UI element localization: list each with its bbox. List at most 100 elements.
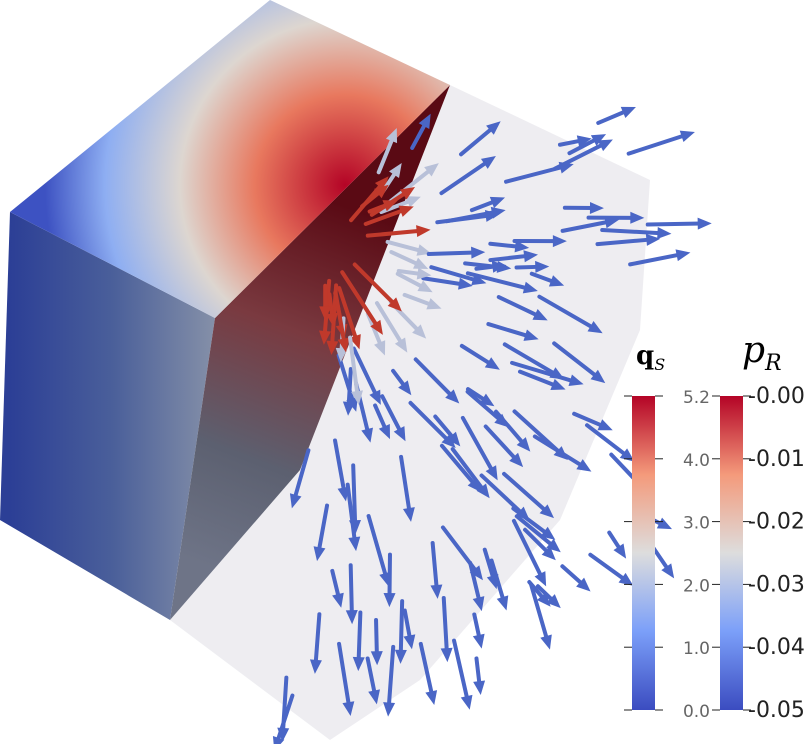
arrow-head [374, 340, 386, 356]
arrow-head [516, 437, 531, 452]
arrow-shaft [316, 503, 330, 554]
arrow-head [522, 281, 538, 294]
arrow-shaft [351, 346, 379, 398]
arrow-shaft [337, 286, 359, 342]
arrow-head [394, 649, 407, 664]
colorbar-tick-label: -0.05 [748, 698, 805, 723]
arrow-head [445, 389, 460, 404]
arrow-head [490, 206, 506, 219]
arrow-shaft [421, 276, 465, 287]
arrow-shaft [365, 656, 377, 697]
arrow-head [486, 121, 501, 135]
arrow-head [393, 426, 406, 442]
arrow-head [394, 337, 408, 353]
arrow-shaft [352, 262, 397, 307]
arrow-head [485, 465, 498, 481]
arrow-head [679, 130, 695, 143]
arrow-shaft [510, 360, 577, 384]
arrow-shaft [529, 271, 557, 285]
arrow-head [446, 431, 461, 447]
arrow-head [590, 369, 606, 384]
colorbar-tick-label: 0.0 [683, 702, 710, 722]
arrow-head [335, 347, 348, 363]
arrow-shaft [385, 239, 424, 254]
arrow-head [319, 330, 331, 345]
arrow-shaft [552, 341, 600, 379]
arrow-head [352, 656, 365, 672]
arrow-shaft [488, 253, 531, 263]
arrow-head [379, 571, 391, 587]
arrow-shaft [360, 189, 383, 209]
arrow-head [351, 390, 363, 406]
arrow-shaft [645, 221, 704, 227]
arrow-head [597, 419, 613, 431]
arrow-head [618, 572, 634, 586]
arrow-shaft [356, 610, 363, 664]
colorbar-tick-label: 3.0 [683, 514, 710, 534]
arrow-head [387, 297, 402, 312]
arrow-head [576, 459, 592, 472]
arrow-head [413, 257, 429, 269]
arrow-head [472, 596, 485, 612]
colorbar-title: pR [742, 330, 782, 376]
arrow-shaft [517, 369, 559, 388]
arrow-head [509, 452, 524, 468]
arrow-head [534, 571, 547, 587]
arrow-shaft [345, 482, 357, 544]
arrow-head [370, 319, 383, 335]
arrow-shaft [402, 292, 435, 308]
arrow-head [430, 584, 443, 599]
arrow-head [398, 205, 414, 217]
arrow-head [471, 246, 486, 259]
arrow-head [657, 226, 672, 239]
arrow-head [289, 493, 302, 509]
arrow-head [548, 275, 565, 287]
arrow-head [417, 280, 433, 293]
arrow-head [383, 702, 396, 717]
arrow-shaft [474, 656, 482, 688]
arrow-shaft [330, 568, 341, 601]
arrow-head [661, 563, 675, 579]
arrow-head [426, 298, 442, 310]
arrow-shaft [433, 414, 456, 441]
arrow-shaft [363, 207, 407, 226]
arrow-shaft [537, 294, 596, 331]
arrow-head [332, 592, 344, 608]
arrow-shaft [459, 125, 495, 157]
arrow-shaft [374, 618, 379, 658]
arrow-shaft [465, 389, 504, 423]
arrow-shaft [440, 525, 479, 575]
arrow-head [416, 225, 431, 238]
colorbar [632, 396, 655, 710]
arrow-head [272, 735, 285, 744]
arrow-head [398, 380, 412, 396]
arrow-shaft [402, 608, 413, 642]
arrow-shaft [395, 271, 426, 290]
arrow-head [418, 113, 431, 129]
arrow-shaft [489, 558, 506, 603]
arrow-shaft [567, 136, 600, 156]
arrow-head [546, 594, 561, 609]
arrow-head [479, 393, 495, 407]
arrow-head [645, 233, 661, 246]
arrow-shaft [348, 335, 360, 398]
arrow-head [473, 680, 486, 696]
arrow-head [576, 577, 591, 592]
arrow-shaft [488, 241, 522, 249]
cube-side [0, 212, 215, 620]
arrow-head [337, 337, 350, 353]
arrow-shaft [365, 228, 423, 238]
arrow-shaft [426, 250, 478, 257]
colorbar-tick-label: -0.00 [748, 384, 805, 409]
arrow-head [460, 694, 473, 710]
arrow-shaft [374, 301, 405, 347]
arrow-shaft [430, 540, 439, 591]
arrow-shaft [511, 518, 544, 580]
arrow-head [346, 396, 358, 412]
arrow-head [489, 196, 506, 209]
colorbar-tick-label: -0.01 [748, 447, 805, 472]
arrow-head [368, 689, 380, 705]
arrow-head [532, 308, 548, 321]
colorbar [720, 396, 743, 710]
arrow-shaft [552, 141, 606, 171]
